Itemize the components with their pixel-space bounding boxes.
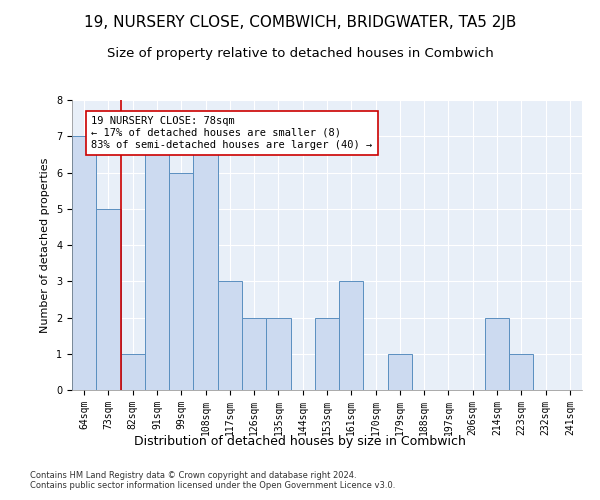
Bar [485, 318, 509, 390]
Text: Distribution of detached houses by size in Combwich: Distribution of detached houses by size … [134, 435, 466, 448]
Bar [388, 354, 412, 390]
Text: Size of property relative to detached houses in Combwich: Size of property relative to detached ho… [107, 48, 493, 60]
Bar [315, 318, 339, 390]
Bar [145, 136, 169, 390]
Bar [266, 318, 290, 390]
Bar [242, 318, 266, 390]
Bar [72, 136, 96, 390]
Text: Contains HM Land Registry data © Crown copyright and database right 2024.
Contai: Contains HM Land Registry data © Crown c… [30, 470, 395, 490]
Text: 19, NURSERY CLOSE, COMBWICH, BRIDGWATER, TA5 2JB: 19, NURSERY CLOSE, COMBWICH, BRIDGWATER,… [84, 15, 516, 30]
Bar [169, 172, 193, 390]
Bar [193, 136, 218, 390]
Bar [339, 281, 364, 390]
Bar [121, 354, 145, 390]
Y-axis label: Number of detached properties: Number of detached properties [40, 158, 50, 332]
Bar [509, 354, 533, 390]
Text: 19 NURSERY CLOSE: 78sqm
← 17% of detached houses are smaller (8)
83% of semi-det: 19 NURSERY CLOSE: 78sqm ← 17% of detache… [91, 116, 373, 150]
Bar [218, 281, 242, 390]
Bar [96, 209, 121, 390]
